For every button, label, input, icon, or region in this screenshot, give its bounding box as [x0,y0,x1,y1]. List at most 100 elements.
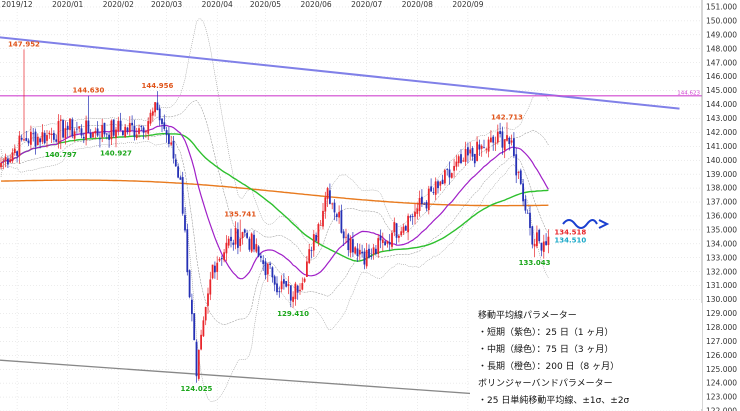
candle-body [266,263,269,275]
candle-body [7,158,9,165]
candle-body [16,151,18,156]
candle-body [207,293,209,306]
candle-body [444,170,446,184]
candle-body [135,134,138,138]
candle-body [241,232,244,239]
candle-body [119,120,122,130]
candle-body [338,212,340,218]
candle-body [375,248,377,254]
candle-body [476,141,478,161]
candle-body [262,260,265,265]
candle-body [145,131,147,133]
y-tick-label: 127.000 [706,337,737,346]
candle-body [414,211,416,217]
candle-body [181,177,184,214]
candle-body [347,234,350,251]
candle-body [361,251,363,254]
candle-body [55,139,58,142]
candle-body [467,147,469,156]
price-annotation: 140.927 [100,149,132,157]
candle-body [59,119,62,121]
candle-body [223,252,225,261]
candle-body [517,171,520,173]
candle-body [363,251,366,265]
price-annotation: 142.713 [491,113,523,121]
candle-body [105,133,108,135]
x-tick-label: 2020/08 [402,0,433,9]
current-price-label: 134.518 [554,229,586,237]
candle-body [163,122,166,129]
candle-body [368,248,370,258]
candle-body [13,148,16,153]
candle-body [27,140,30,144]
x-tick-label: 2020/04 [202,0,233,9]
bollinger-lower-1sigma [0,133,549,325]
candle-body [319,224,322,226]
candle-body [174,159,177,167]
candle-body [434,181,437,195]
candle-body [140,126,143,128]
annotations: 147.952 144.630 144.956 140.797 140.927 135.7… [8,40,610,393]
candle-body [9,159,12,163]
candle-body [78,126,81,129]
candle-body [39,138,41,143]
candle-body [80,128,83,136]
candle-body [312,234,315,251]
candle-body [499,131,501,134]
candle-body [446,169,449,170]
candle-body [533,243,536,247]
legend-bollinger-params: ・25 日単純移動平均線、±1σ、±2σ [478,394,630,406]
horizontal-line-label: 144.623 [677,90,700,96]
candle-body [395,223,398,238]
ma-mid-line [0,133,549,262]
candle-body [400,231,403,236]
candle-body [248,238,251,250]
candle-body [487,139,490,152]
candle-body [92,132,94,138]
candle-body [460,154,462,164]
x-tick-label: 2020/05 [250,0,281,9]
candle-body [239,238,242,246]
candle-body [388,241,391,245]
candle-body [18,135,21,157]
candle-body [306,261,308,277]
candle-body [179,177,182,180]
candle-body [264,261,267,276]
candle-body [170,142,173,145]
y-tick-label: 145.000 [706,86,737,95]
y-tick-label: 138.000 [706,184,737,193]
x-tick-label: 2020/01 [52,0,83,9]
candle-body [294,283,297,300]
y-tick-label: 146.000 [706,72,737,81]
candle-body [430,186,432,192]
candle-body [202,320,205,337]
candle-body [82,136,85,139]
candle-body [538,229,541,242]
candle-body [209,279,212,295]
candle-body [299,289,301,291]
candle-body [34,131,37,147]
grid-layer [0,0,702,411]
x-tick-label: 2020/09 [452,0,483,9]
candle-body [237,229,239,248]
candle-body [462,160,465,162]
candle-body [358,249,361,255]
candle-body [542,241,545,252]
candle-body [156,102,159,111]
candle-body [352,239,354,253]
candle-body [69,118,71,131]
candle-body [483,147,485,149]
candle-body [25,138,28,141]
candle-body [73,131,76,139]
candle-body [188,270,191,298]
candle-body [545,241,547,245]
candle-body [57,120,60,143]
bollinger-lower-2sigma [0,141,549,402]
candle-body [230,236,232,242]
candle-body [381,239,384,243]
candle-body [0,163,2,168]
candle-body [172,140,175,159]
candle-body [186,229,189,273]
candle-body [386,240,389,244]
candle-body [250,233,253,252]
